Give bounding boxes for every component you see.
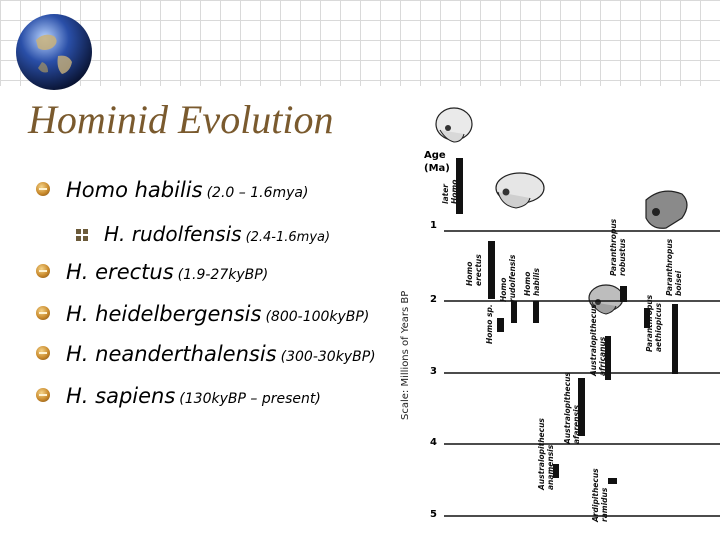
taxon-name: H. sapiens — [66, 384, 176, 408]
date-range: (1.9-27kyBP) — [177, 267, 269, 283]
bullet-icon — [36, 182, 50, 196]
bar-homo-sp — [497, 318, 504, 332]
svg-text:robustus: robustus — [618, 238, 627, 276]
svg-text:rudolfensis: rudolfensis — [508, 254, 517, 302]
skull-homo-erectus-icon — [495, 172, 545, 209]
bar-paranthropus-aethiopicus — [644, 308, 650, 328]
svg-text:Homo: Homo — [499, 278, 508, 302]
skull-paranthropus-icon — [645, 190, 688, 229]
svg-text:Paranthropus: Paranthropus — [665, 238, 674, 296]
slide-title: Hominid Evolution — [28, 97, 334, 142]
age-label-line1: Age — [424, 150, 446, 161]
age-gridlines — [444, 230, 720, 517]
date-range: (2.4-1.6mya) — [245, 230, 331, 245]
svg-text:boisei: boisei — [674, 270, 683, 296]
taxon-name: Homo habilis — [66, 178, 203, 202]
bullet-icon — [36, 306, 50, 320]
taxon-name: H. erectus — [66, 260, 174, 284]
svg-text:Paranthropus: Paranthropus — [609, 218, 618, 276]
bar-homo-rudolfensis — [511, 301, 517, 323]
skull-australopithecus-icon — [588, 284, 624, 315]
svg-text:habilis: habilis — [532, 268, 541, 296]
svg-text:Homo: Homo — [523, 272, 532, 296]
date-range: (300-30kyBP) — [280, 349, 376, 365]
svg-text:later: later — [441, 183, 450, 204]
bullet-h-heidelbergensis: H. heidelbergensis (800-100kyBP) — [36, 302, 369, 326]
taxon-label-ardipithecus-ramidus: Ardipithecus ramidus — [591, 468, 609, 523]
svg-text:Australopithecus: Australopithecus — [537, 418, 546, 491]
bullet-h-neanderthalensis: H. neanderthalensis (300-30kyBP) — [36, 342, 376, 366]
sub-bullet-icon — [76, 228, 88, 241]
taxon-label-later-homo: later Homo — [441, 180, 459, 204]
header-grid-band — [0, 0, 720, 86]
tick-label-4: 4 — [430, 437, 437, 448]
taxon-label-australopithecus-africanus: Australopithecus africanus — [589, 304, 607, 377]
taxon-label-homo-rudolfensis: Homo rudolfensis — [499, 254, 517, 302]
svg-text:Australopithecus: Australopithecus — [589, 304, 598, 377]
svg-text:africanus: africanus — [598, 336, 607, 376]
svg-text:Ardipithecus: Ardipithecus — [591, 468, 600, 523]
svg-text:aethiopicus: aethiopicus — [654, 302, 663, 352]
bullet-icon — [36, 388, 50, 402]
age-label-line2: (Ma) — [424, 163, 450, 174]
bar-homo-habilis — [533, 301, 539, 323]
taxon-label-homo-erectus: Homo erectus — [465, 254, 483, 286]
taxon-label-homo-habilis: Homo habilis — [523, 268, 541, 296]
bullet-h-erectus: H. erectus (1.9-27kyBP) — [36, 260, 268, 284]
taxon-label-paranthropus-boisei: Paranthropus boisei — [665, 238, 683, 296]
taxon-name: H. rudolfensis — [104, 222, 242, 246]
date-range: (130kyBP – present) — [179, 391, 321, 407]
taxon-labels: later Homo Homo erectus Homo rudolfensis… — [441, 180, 683, 523]
svg-text:Australopithecus: Australopithecus — [563, 372, 572, 445]
taxon-label-australopithecus-anamensis: Australopithecus anamensis — [537, 418, 555, 491]
taxon-name: H. heidelbergensis — [66, 302, 262, 326]
svg-text:afarensis: afarensis — [572, 404, 581, 444]
date-range: (800-100kyBP) — [265, 309, 370, 325]
svg-text:Homo sp.: Homo sp. — [485, 304, 494, 344]
bullet-icon — [36, 264, 50, 278]
hominid-timeline-figure: Age (Ma) 1 2 3 4 5 later Homo — [424, 107, 720, 523]
bullet-icon — [36, 346, 50, 360]
taxon-name: H. neanderthalensis — [66, 342, 277, 366]
subbullet-h-rudolfensis: H. rudolfensis (2.4-1.6mya) — [76, 222, 330, 246]
bullet-homo-habilis: Homo habilis (2.0 – 1.6mya) — [36, 178, 308, 202]
svg-text:anamensis: anamensis — [546, 444, 555, 490]
bullet-h-sapiens: H. sapiens (130kyBP – present) — [36, 384, 321, 408]
tick-label-3: 3 — [430, 366, 437, 377]
bar-australopithecus-anamensis — [553, 464, 559, 478]
globe-icon — [16, 14, 92, 90]
taxon-label-paranthropus-aethiopicus: Paranthropus aethiopicus — [645, 294, 663, 352]
bar-australopithecus-africanus — [605, 336, 611, 380]
tick-label-2: 2 — [430, 294, 437, 305]
svg-text:Paranthropus: Paranthropus — [645, 294, 654, 352]
bar-homo-erectus — [488, 241, 495, 299]
bar-later-homo — [456, 158, 463, 214]
tick-label-5: 5 — [430, 509, 437, 520]
taxon-label-australopithecus-afarensis: Australopithecus afarensis — [563, 372, 581, 445]
bar-paranthropus-robustus — [620, 286, 627, 302]
age-tick-labels: 1 2 3 4 5 — [430, 220, 437, 520]
taxon-label-paranthropus-robustus: Paranthropus robustus — [609, 218, 627, 276]
taxon-label-homo-sp: Homo sp. — [485, 304, 494, 344]
date-range: (2.0 – 1.6mya) — [206, 185, 309, 201]
species-range-bars — [456, 158, 678, 484]
bar-ardipithecus-ramidus — [608, 478, 617, 484]
svg-text:erectus: erectus — [474, 254, 483, 286]
tick-label-1: 1 — [430, 220, 437, 231]
svg-text:Homo: Homo — [450, 180, 459, 204]
skull-later-homo-icon — [435, 107, 473, 143]
bar-australopithecus-afarensis — [578, 378, 585, 436]
svg-text:ramidus: ramidus — [600, 487, 609, 522]
bar-paranthropus-boisei — [672, 304, 678, 374]
svg-text:Homo: Homo — [465, 262, 474, 286]
